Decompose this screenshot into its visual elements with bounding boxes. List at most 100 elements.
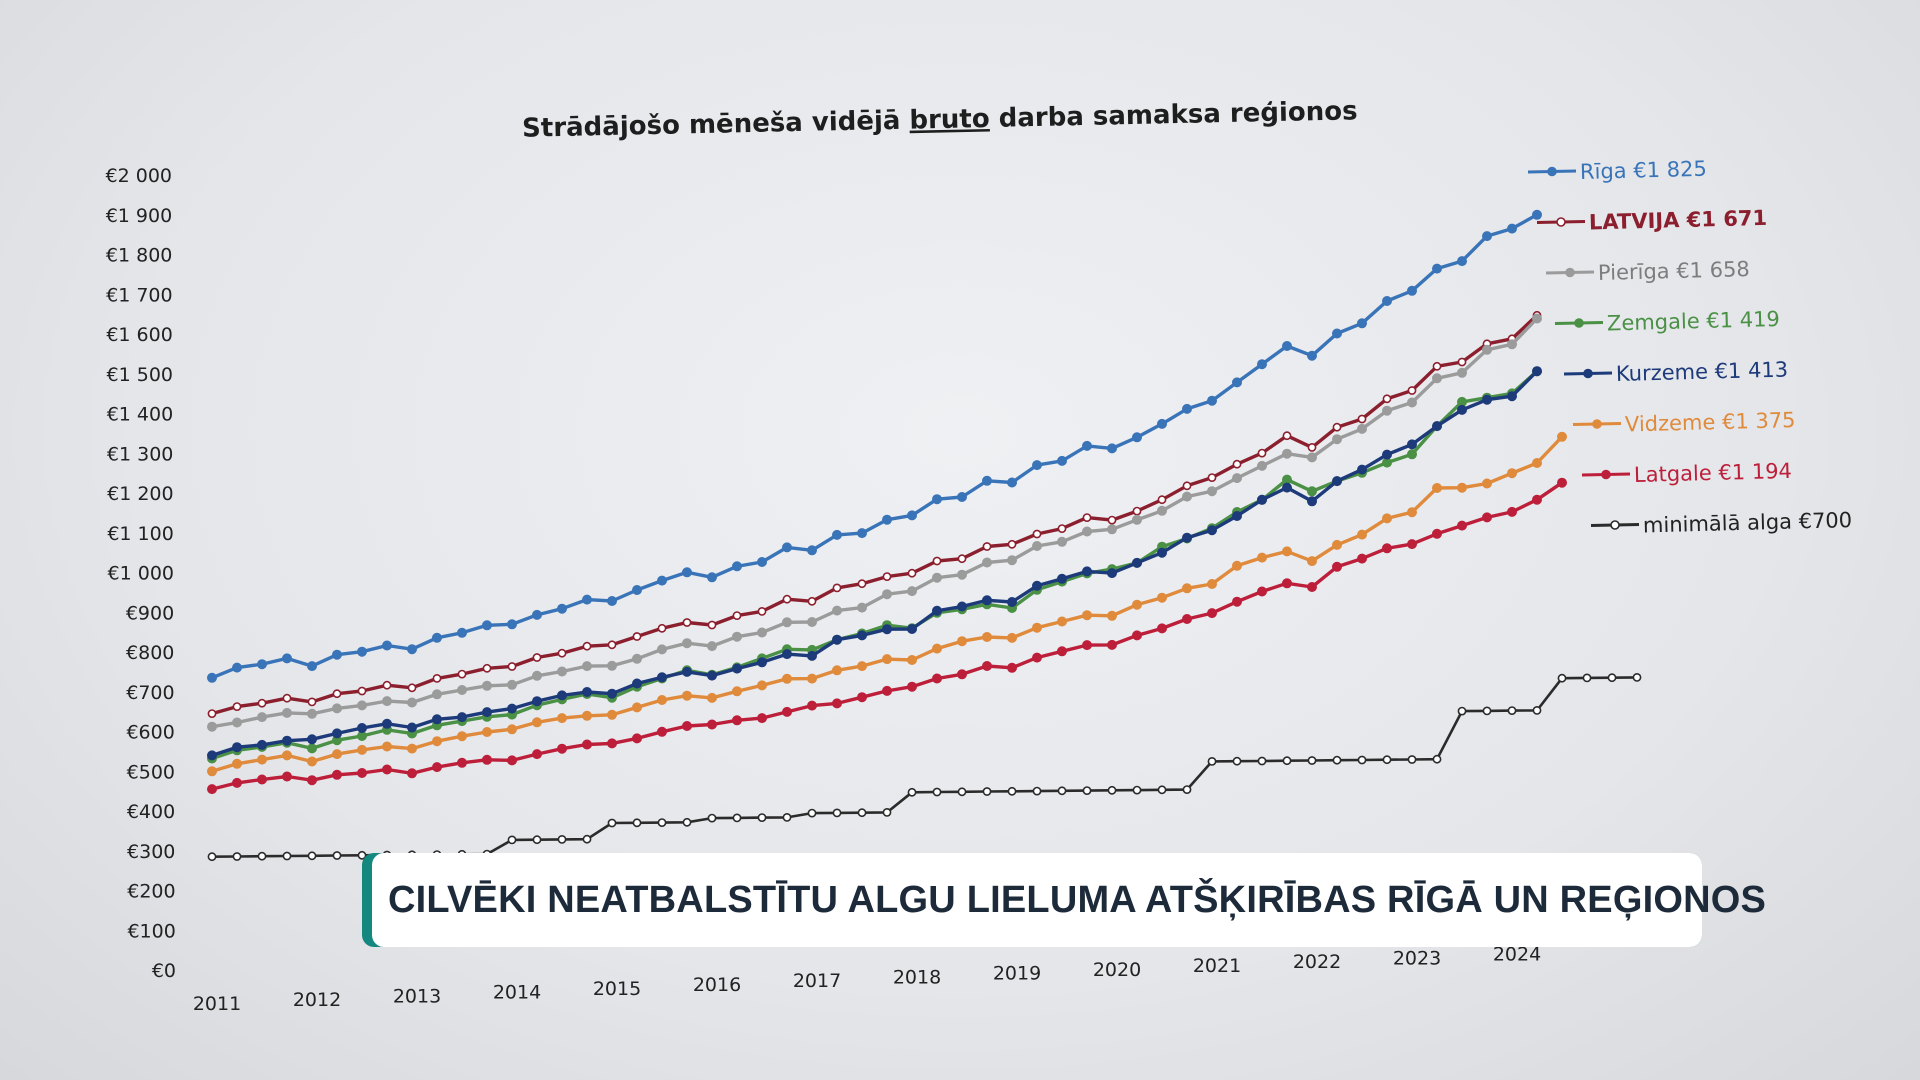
data-point [1407,439,1418,450]
data-point [531,717,542,728]
data-point [982,542,992,551]
y-tick-label: €1 100 [107,523,173,545]
data-point [1532,209,1543,220]
data-point [857,808,867,818]
data-point [456,684,467,695]
data-point [1432,421,1443,432]
data-point [1157,505,1168,516]
data-point [1232,377,1243,388]
data-point [306,756,317,767]
data-point [957,554,967,564]
lower-third-panel: CILVĒKI NEATBALSTĪTU ALGU LIELUMA ATŠĶIR… [372,853,1766,947]
data-point [931,673,942,684]
data-point [1382,295,1393,306]
data-point [756,627,767,638]
data-point [1482,394,1493,405]
data-point [1182,613,1193,624]
data-point [1307,442,1317,452]
data-point [1507,339,1518,350]
legend-marker [1583,368,1593,379]
x-tick-label: 2012 [293,989,341,1011]
data-point [1457,404,1468,415]
series-line [211,481,1563,791]
data-point [1357,755,1367,765]
data-point [1357,423,1368,434]
data-point [607,818,617,828]
data-point [1357,529,1368,540]
data-point [357,686,367,696]
data-point [1057,455,1068,466]
data-point [381,764,392,775]
data-point [1557,431,1568,442]
data-point [1107,515,1117,525]
series-1 [207,310,1542,718]
data-point [356,730,367,741]
data-point [1482,344,1493,355]
data-point [681,720,692,731]
y-tick-label: €1 900 [106,205,172,227]
data-point [481,754,492,765]
data-point [556,690,567,701]
legend: Rīga €1 825 LATVIJA €1 671 Pierīga €1 658 Z… [1527,157,1853,537]
data-point [606,738,617,749]
data-point [956,636,967,647]
data-point [1457,367,1468,378]
data-point [906,510,917,521]
data-point [1432,754,1442,764]
data-point [706,572,717,583]
data-point [1006,596,1017,607]
legend-item: Rīga €1 825 [1527,157,1707,184]
data-point [907,787,917,797]
data-point [1007,786,1017,796]
data-point [1282,340,1293,351]
data-point [1032,540,1043,551]
data-point [381,718,392,729]
data-point [881,654,892,665]
data-point [306,661,317,672]
data-point [1107,610,1118,621]
data-point [931,643,942,654]
x-tick-label: 2013 [393,985,441,1007]
data-point [432,674,442,683]
data-point [1307,452,1318,463]
data-point [1532,494,1543,505]
data-point [831,634,842,645]
data-point [482,663,492,673]
data-point [581,710,592,721]
data-point [731,663,742,674]
data-point [981,631,992,642]
data-point [1006,632,1017,643]
data-point [406,743,417,754]
data-point [782,813,792,822]
data-point [207,750,218,761]
data-point [1257,586,1268,597]
data-point [1082,440,1093,451]
series-2 [207,313,1543,732]
data-point [1507,391,1518,402]
data-point [606,709,617,720]
legend-label: minimālā alga €700 [1643,508,1853,537]
data-point [431,714,442,725]
data-point [1332,422,1342,432]
data-point [1007,539,1017,549]
data-point [1457,357,1467,367]
data-point [1132,630,1143,641]
data-point [1132,432,1143,443]
data-point [557,835,567,844]
data-point [307,697,317,707]
data-point [506,724,517,735]
legend-item: minimālā alga €700 [1590,508,1853,537]
data-point [1132,514,1143,525]
data-point [856,692,867,703]
data-point [1532,457,1543,468]
data-point [1107,568,1118,579]
data-point [431,632,442,643]
data-point [1282,448,1293,459]
series-line [211,314,1539,716]
data-point [1182,481,1192,491]
data-point [1207,757,1217,766]
data-point [257,851,267,861]
data-point [781,617,792,628]
data-point [281,653,292,664]
data-point [581,661,592,672]
